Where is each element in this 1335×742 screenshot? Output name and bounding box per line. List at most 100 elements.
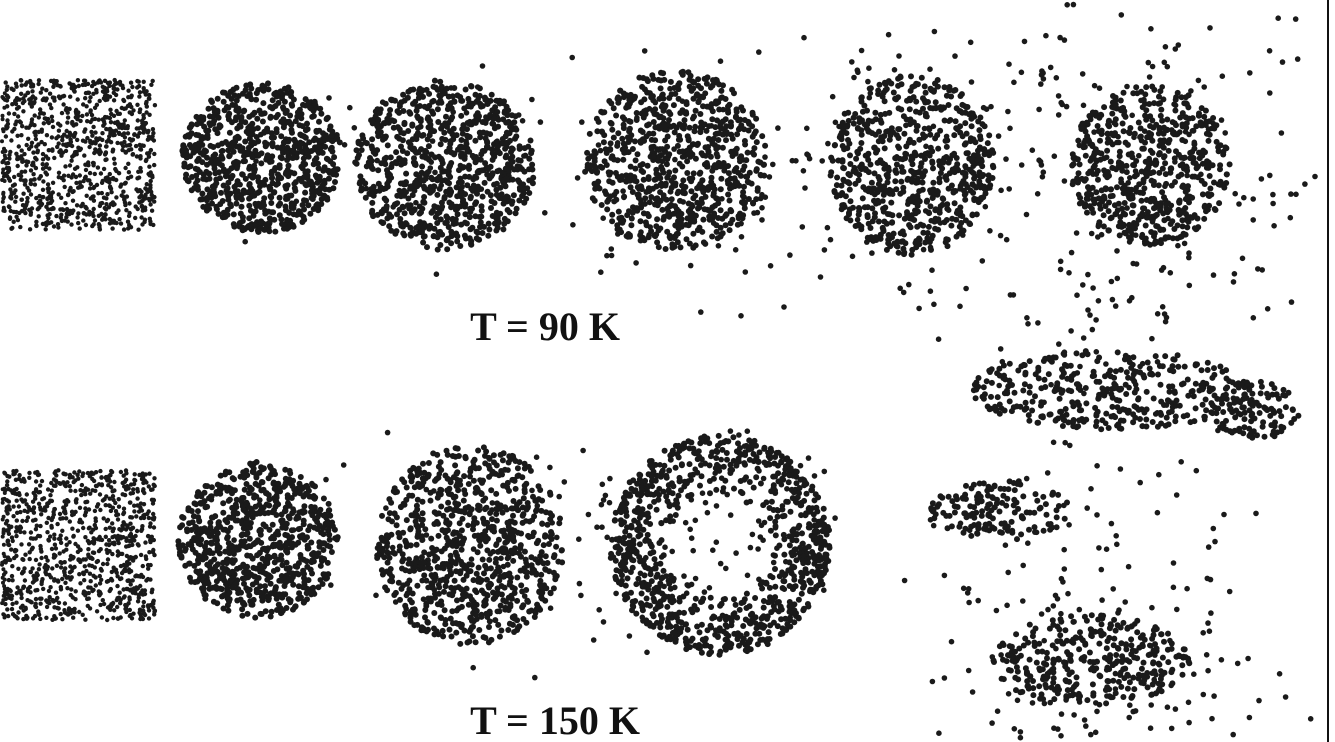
particle (239, 204, 245, 210)
particle (1185, 215, 1191, 221)
particle (91, 125, 95, 129)
particle (859, 48, 865, 54)
particle (1118, 98, 1124, 104)
particle (462, 233, 468, 239)
particle (433, 214, 439, 220)
particle (6, 95, 10, 99)
particle (1161, 131, 1167, 137)
particle (115, 211, 119, 215)
particle (101, 89, 105, 93)
particle (183, 148, 189, 154)
particle (388, 228, 394, 234)
particle (306, 139, 312, 145)
particle (724, 129, 730, 135)
particle (598, 269, 604, 275)
particle (901, 250, 907, 256)
particle (87, 145, 91, 149)
particle (1101, 223, 1107, 229)
particle (452, 99, 458, 105)
particle (398, 144, 404, 150)
particle (657, 189, 663, 195)
particle (446, 180, 452, 186)
particle (422, 104, 428, 110)
particle (61, 102, 65, 106)
particle (12, 191, 16, 195)
particle (914, 123, 920, 129)
particle (521, 153, 527, 159)
particle (1217, 162, 1223, 168)
particle (1119, 168, 1125, 174)
particle (946, 207, 952, 213)
particle (268, 200, 274, 206)
particle (398, 130, 404, 136)
particle (342, 142, 348, 148)
particle (513, 166, 519, 172)
particle (131, 108, 135, 112)
particle (609, 246, 615, 252)
particle (598, 164, 604, 170)
particle (868, 225, 874, 231)
particle (484, 130, 490, 136)
particle (389, 175, 395, 181)
particle (457, 94, 463, 100)
particle (33, 133, 37, 137)
particle (99, 212, 103, 216)
particle (1147, 123, 1153, 129)
particle (9, 196, 13, 200)
particle (627, 101, 633, 107)
particle (672, 129, 678, 135)
particle (1117, 232, 1123, 238)
particle (914, 224, 920, 230)
particle (1172, 159, 1178, 165)
particle (234, 195, 240, 201)
particle (101, 85, 105, 89)
particle (633, 260, 639, 266)
particle (644, 133, 650, 139)
particle (43, 170, 47, 174)
particle (943, 154, 949, 160)
particle (1131, 203, 1137, 209)
particle (990, 150, 996, 156)
particle (718, 176, 724, 182)
particle (1115, 134, 1121, 140)
particle (690, 116, 696, 122)
particle (638, 140, 644, 146)
particle (1186, 250, 1192, 256)
particle (923, 90, 929, 96)
particle (1169, 127, 1175, 133)
particle (84, 206, 88, 210)
particle (1189, 149, 1195, 155)
particle (111, 148, 115, 152)
particle (33, 113, 37, 117)
particle (896, 212, 902, 218)
particle (916, 236, 922, 242)
particle (261, 195, 267, 201)
particle (608, 120, 614, 126)
particle (400, 137, 406, 143)
particle (3, 91, 7, 95)
particle (1179, 217, 1185, 223)
particle (413, 231, 419, 237)
particle (935, 77, 941, 83)
particle (719, 231, 725, 237)
particle (458, 113, 464, 119)
particle (126, 131, 130, 135)
particle (428, 152, 434, 158)
particle (447, 163, 453, 169)
particle (1180, 161, 1186, 167)
particle (3, 179, 7, 183)
particle (322, 144, 328, 150)
particle (96, 191, 100, 195)
particle (491, 182, 497, 188)
particle (14, 82, 18, 86)
particle (846, 180, 852, 186)
particle (1, 197, 5, 201)
particle (1168, 270, 1174, 276)
particle (367, 155, 373, 161)
particle (1184, 101, 1190, 107)
particle (84, 104, 88, 108)
particle (320, 150, 326, 156)
particle (83, 96, 87, 100)
particle (309, 181, 315, 187)
particle (1187, 155, 1193, 161)
